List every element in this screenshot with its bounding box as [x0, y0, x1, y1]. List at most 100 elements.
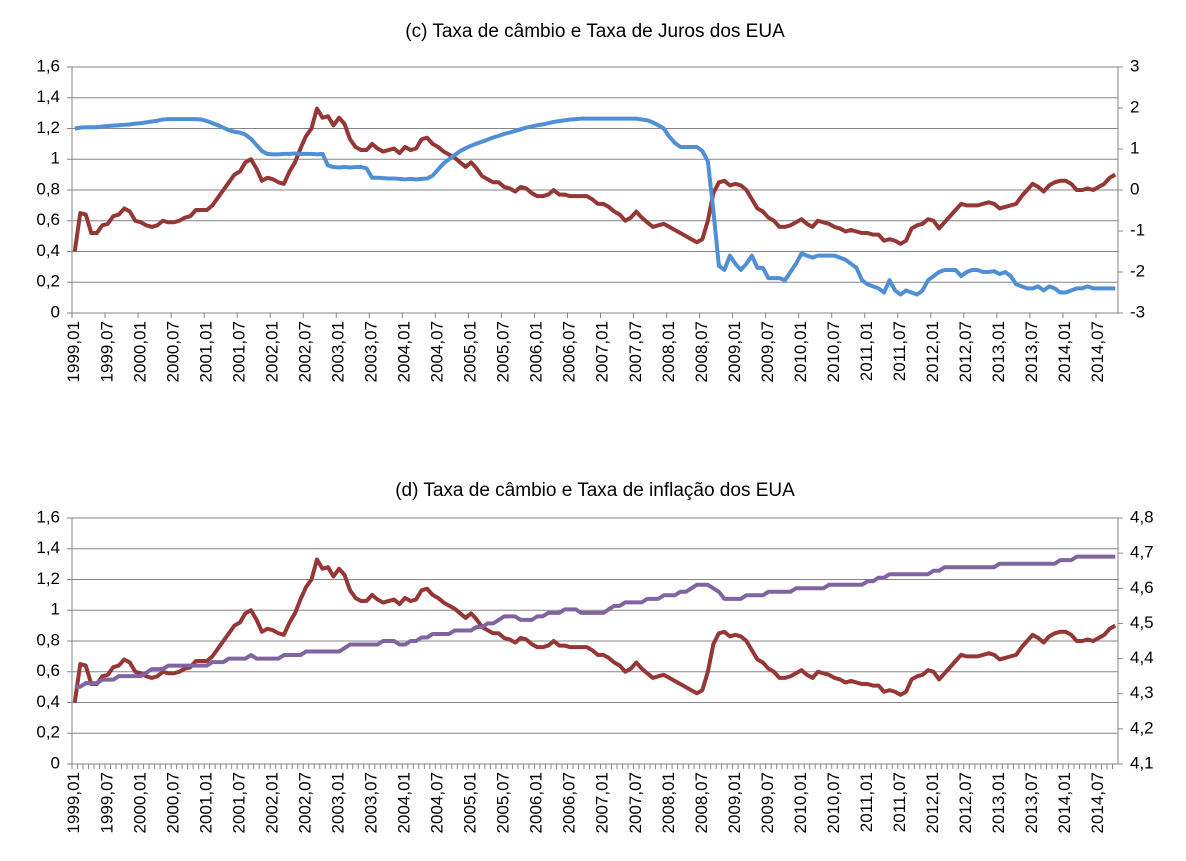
- y2-tick-label: 4,7: [1130, 543, 1154, 562]
- x-tick-label: 2014,07: [1088, 321, 1107, 382]
- x-tick-label: 2000,07: [163, 321, 182, 382]
- x-tick-label: 2006,01: [527, 772, 546, 833]
- y2-tick-label: 0: [1130, 179, 1139, 198]
- x-tick-label: 2013,07: [1022, 321, 1041, 382]
- y-tick-label: 0,2: [36, 272, 60, 291]
- chart-title: (d) Taxa de câmbio e Taxa de inflação do…: [395, 480, 795, 501]
- y2-tick-label: 4,5: [1130, 613, 1154, 632]
- x-tick-label: 2010,01: [791, 321, 810, 382]
- y2-tick-label: 4,2: [1130, 718, 1154, 737]
- x-tick-label: 2003,01: [328, 772, 347, 833]
- x-tick-label: 2010,07: [824, 321, 843, 382]
- y-tick-label: 0,8: [36, 630, 60, 649]
- x-tick-label: 2001,07: [229, 321, 248, 382]
- y2-tick-label: 4,6: [1130, 578, 1154, 597]
- x-tick-label: 2014,07: [1088, 772, 1107, 833]
- x-tick-label: 2001,01: [196, 772, 215, 833]
- x-tick-label: 1999,07: [97, 321, 116, 382]
- x-tick-label: 2004,07: [428, 772, 447, 833]
- x-tick-label: 2004,01: [395, 321, 414, 382]
- x-tick-label: 2013,07: [1022, 772, 1041, 833]
- y-tick-label: 0,4: [36, 692, 60, 711]
- x-tick-label: 2012,01: [923, 321, 942, 382]
- x-tick-label: 2002,07: [295, 321, 314, 382]
- y-tick-label: 1,4: [36, 538, 60, 557]
- x-tick-label: 2005,01: [461, 321, 480, 382]
- x-tick-label: 2010,07: [824, 772, 843, 833]
- x-tick-label: 2004,07: [428, 321, 447, 382]
- y-tick-label: 0: [51, 302, 60, 321]
- x-tick-label: 2002,01: [262, 772, 281, 833]
- y2-tick-label: 3: [1130, 56, 1139, 75]
- y-tick-label: 1: [51, 600, 60, 619]
- x-tick-label: 2008,01: [659, 772, 678, 833]
- x-tick-label: 2001,07: [229, 772, 248, 833]
- y-tick-label: 0: [51, 753, 60, 772]
- series-line: [74, 554, 1116, 689]
- y2-tick-label: 1: [1130, 138, 1139, 157]
- x-tick-label: 2013,01: [989, 321, 1008, 382]
- chart-title: (c) Taxa de câmbio e Taxa de Juros dos E…: [405, 21, 785, 42]
- x-tick-label: 2007,07: [626, 772, 645, 833]
- x-tick-label: 2007,07: [626, 321, 645, 382]
- y-tick-label: 0,6: [36, 661, 60, 680]
- x-tick-label: 2009,07: [758, 321, 777, 382]
- x-tick-label: 2014,01: [1055, 772, 1074, 833]
- y-tick-label: 0,8: [36, 179, 60, 198]
- x-tick-label: 2006,07: [560, 772, 579, 833]
- x-tick-label: 1999,07: [97, 772, 116, 833]
- x-tick-label: 2008,07: [692, 772, 711, 833]
- x-tick-label: 2002,01: [262, 321, 281, 382]
- y2-tick-label: 4,3: [1130, 683, 1154, 702]
- x-tick-label: 2008,01: [659, 321, 678, 382]
- y2-tick-label: -2: [1130, 261, 1145, 280]
- x-tick-label: 2014,01: [1055, 321, 1074, 382]
- y-tick-label: 0,6: [36, 210, 60, 229]
- x-tick-label: 2011,01: [857, 321, 876, 381]
- x-tick-label: 2009,07: [758, 772, 777, 833]
- x-tick-label: 2000,01: [130, 772, 149, 833]
- x-tick-label: 2005,01: [461, 772, 480, 833]
- x-tick-label: 2013,01: [989, 772, 1008, 833]
- x-tick-label: 2009,01: [725, 321, 744, 382]
- y-tick-label: 1,6: [36, 56, 60, 75]
- x-tick-label: 2007,01: [593, 321, 612, 382]
- x-tick-label: 2008,07: [692, 321, 711, 382]
- x-tick-label: 2009,01: [725, 772, 744, 833]
- x-tick-label: 2011,01: [857, 772, 876, 832]
- x-tick-label: 1999,01: [64, 772, 83, 833]
- x-tick-label: 2007,01: [593, 772, 612, 833]
- x-tick-label: 2003,07: [362, 321, 381, 382]
- x-tick-label: 2004,01: [395, 772, 414, 833]
- x-tick-label: 2010,01: [791, 772, 810, 833]
- x-tick-label: 2000,07: [163, 772, 182, 833]
- x-tick-label: 2012,07: [956, 772, 975, 833]
- y-tick-label: 0,2: [36, 723, 60, 742]
- x-tick-label: 2002,07: [295, 772, 314, 833]
- y2-tick-label: -3: [1130, 302, 1145, 321]
- x-tick-label: 2011,07: [890, 321, 909, 381]
- y2-tick-label: 4,4: [1130, 648, 1154, 667]
- x-tick-label: 2003,07: [362, 772, 381, 833]
- y-tick-label: 0,4: [36, 241, 60, 260]
- x-tick-label: 2006,01: [527, 321, 546, 382]
- y2-tick-label: 4,1: [1130, 753, 1154, 772]
- x-tick-label: 2011,07: [890, 772, 909, 832]
- series-line: [72, 106, 1117, 252]
- series-line: [72, 557, 1117, 703]
- y-tick-label: 1,6: [36, 507, 60, 526]
- y2-tick-label: 4,8: [1130, 507, 1154, 526]
- x-tick-label: 2012,07: [956, 321, 975, 382]
- x-tick-label: 2006,07: [560, 321, 579, 382]
- x-tick-label: 2000,01: [130, 321, 149, 382]
- x-tick-label: 2001,01: [196, 321, 215, 382]
- x-tick-label: 2003,01: [328, 321, 347, 382]
- y-tick-label: 1,2: [36, 569, 60, 588]
- x-tick-label: 2005,07: [494, 772, 513, 833]
- x-tick-label: 2012,01: [923, 772, 942, 833]
- y-tick-label: 1,2: [36, 118, 60, 137]
- y-tick-label: 1: [51, 149, 60, 168]
- y-tick-label: 1,4: [36, 87, 60, 106]
